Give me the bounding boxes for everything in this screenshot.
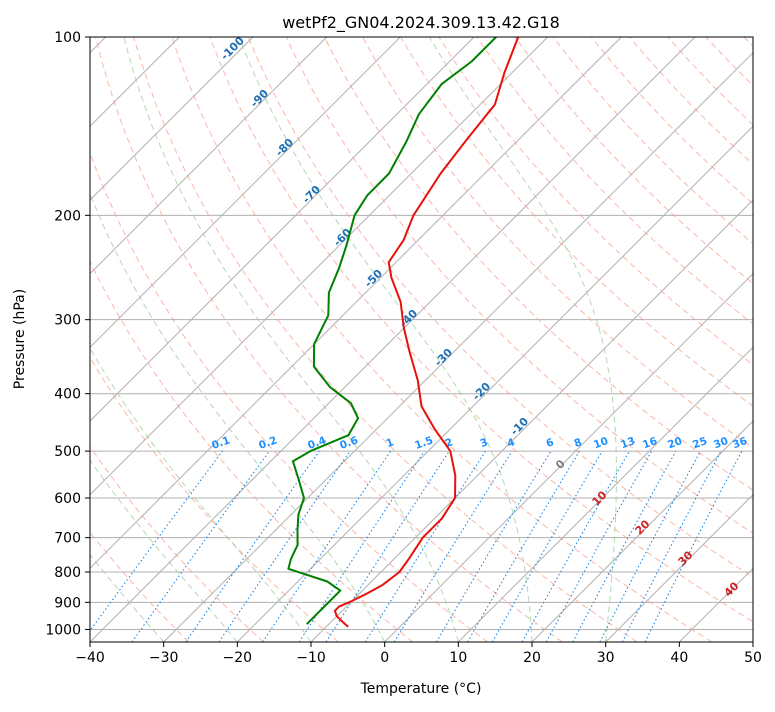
y-tick-label: 300 xyxy=(54,313,81,329)
x-tick-label: −10 xyxy=(296,650,326,666)
x-tick-label: 50 xyxy=(744,650,762,666)
y-tick-label: 900 xyxy=(54,595,81,611)
y-tick-label: 500 xyxy=(54,444,81,460)
chart-title: wetPf2_GN04.2024.309.13.42.G18 xyxy=(282,13,560,33)
y-axis-label: Pressure (hPa) xyxy=(12,289,28,389)
x-tick-label: 40 xyxy=(670,650,688,666)
x-tick-label: 30 xyxy=(597,650,615,666)
x-tick-label: 10 xyxy=(449,650,467,666)
x-tick-label: 20 xyxy=(523,650,541,666)
x-tick-label: −40 xyxy=(75,650,105,666)
y-tick-label: 100 xyxy=(54,30,81,46)
y-tick-label: 600 xyxy=(54,491,81,507)
x-tick-label: −20 xyxy=(223,650,253,666)
x-tick-label: −30 xyxy=(149,650,179,666)
x-axis-label: Temperature (°C) xyxy=(360,681,482,697)
y-tick-label: 1000 xyxy=(45,622,81,638)
y-tick-label: 700 xyxy=(54,531,81,547)
x-tick-label: 0 xyxy=(380,650,389,666)
y-tick-label: 800 xyxy=(54,565,81,581)
y-tick-label: 400 xyxy=(54,387,81,403)
y-tick-label: 200 xyxy=(54,208,81,224)
